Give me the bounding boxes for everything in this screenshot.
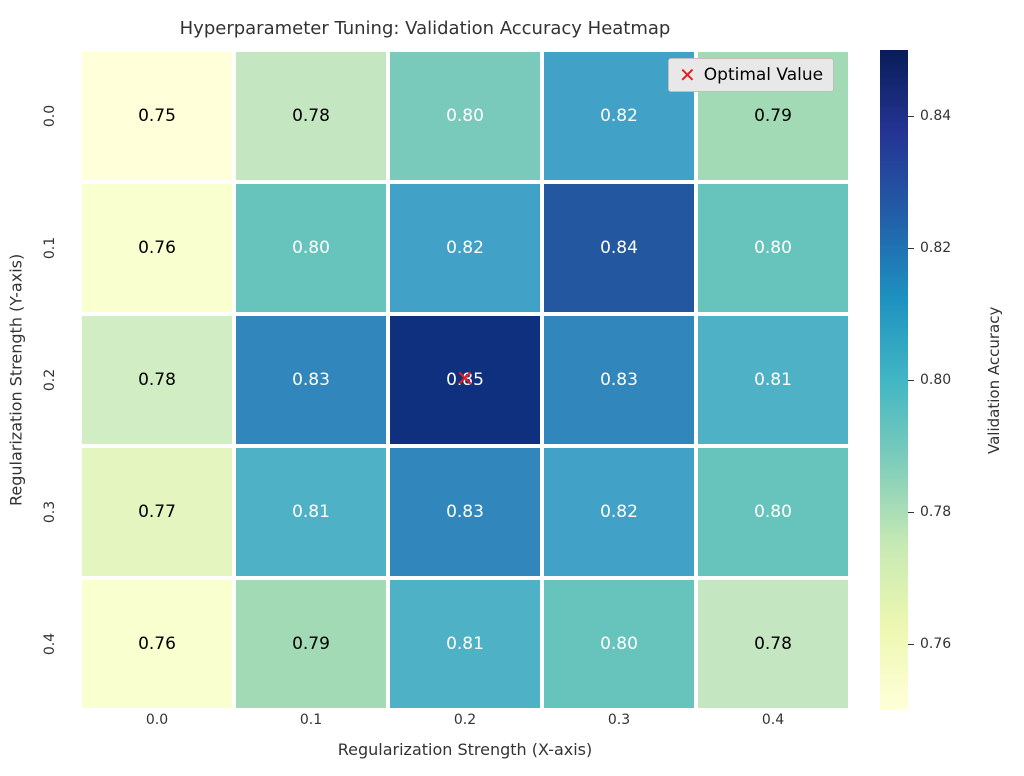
heatmap-cell: 0.81 xyxy=(388,578,542,710)
cell-value: 0.79 xyxy=(292,634,330,654)
y-axis-ticks: 0.00.10.20.30.4 xyxy=(30,50,70,710)
cell-value: 0.78 xyxy=(292,106,330,126)
heatmap-cell: 0.78 xyxy=(234,50,388,182)
cell-value: 0.81 xyxy=(292,502,330,522)
cell-value: 0.78 xyxy=(754,634,792,654)
heatmap-cell: 0.84 xyxy=(542,182,696,314)
cell-value: 0.80 xyxy=(292,238,330,258)
colorbar-tick: 0.80 xyxy=(908,372,951,388)
cell-value: 0.76 xyxy=(138,634,176,654)
cell-value: 0.76 xyxy=(138,238,176,258)
cell-value: 0.79 xyxy=(754,106,792,126)
colorbar-gradient xyxy=(880,50,908,710)
x-axis-ticks: 0.00.10.20.30.4 xyxy=(80,712,850,732)
plot-area: 0.75 0.78 0.80 0.82 0.79 0.76 0.80 0.82 0.84 0.80… xyxy=(80,50,850,710)
heatmap-cell: 0.83 xyxy=(388,446,542,578)
cell-value: 0.78 xyxy=(138,370,176,390)
cell-value: 0.83 xyxy=(446,502,484,522)
cell-value: 0.84 xyxy=(600,238,638,258)
legend-marker-x-icon: ✕ xyxy=(679,65,696,85)
heatmap-cell: 0.81 xyxy=(696,314,850,446)
colorbar-tick: 0.84 xyxy=(908,108,951,124)
colorbar-tick: 0.76 xyxy=(908,636,951,652)
x-axis-label: Regularization Strength (X-axis) xyxy=(80,740,850,759)
heatmap-cell: 0.79 xyxy=(234,578,388,710)
colorbar-tick: 0.78 xyxy=(908,504,951,520)
heatmap-cell: 0.80 xyxy=(696,446,850,578)
cell-value: 0.80 xyxy=(754,502,792,522)
colorbar-tick: 0.82 xyxy=(908,240,951,256)
cell-value: 0.83 xyxy=(292,370,330,390)
y-axis-label: Regularization Strength (Y-axis) xyxy=(6,50,26,710)
optimal-marker-x-icon: ✕ xyxy=(456,369,474,391)
colorbar-label: Validation Accuracy xyxy=(984,50,1004,710)
cell-value: 0.81 xyxy=(754,370,792,390)
heatmap-cell: 0.80 xyxy=(696,182,850,314)
x-tick: 0.3 xyxy=(542,712,696,732)
heatmap-cell: 0.81 xyxy=(234,446,388,578)
x-tick: 0.2 xyxy=(388,712,542,732)
heatmap-cell: 0.82 xyxy=(388,182,542,314)
x-tick: 0.1 xyxy=(234,712,388,732)
chart-title: Hyperparameter Tuning: Validation Accura… xyxy=(0,18,850,39)
cell-value: 0.82 xyxy=(446,238,484,258)
cell-value: 0.82 xyxy=(600,502,638,522)
heatmap-cell: 0.78 xyxy=(696,578,850,710)
cell-value: 0.82 xyxy=(600,106,638,126)
heatmap-cell: 0.83 xyxy=(542,314,696,446)
cell-value: 0.81 xyxy=(446,634,484,654)
cell-value: 0.80 xyxy=(754,238,792,258)
cell-value: 0.80 xyxy=(446,106,484,126)
heatmap-cell: 0.80 xyxy=(542,578,696,710)
heatmap-cell: 0.80 xyxy=(234,182,388,314)
legend: ✕ Optimal Value xyxy=(668,58,834,92)
colorbar-ticks: 0.76 0.78 0.80 0.82 0.84 xyxy=(908,50,968,710)
heatmap-cell: 0.80 xyxy=(388,50,542,182)
cell-value: 0.75 xyxy=(138,106,176,126)
colorbar: 0.76 0.78 0.80 0.82 0.84 Validation Accuracy xyxy=(880,50,1010,710)
heatmap-cell: 0.82 xyxy=(542,446,696,578)
legend-label: Optimal Value xyxy=(704,65,823,85)
cell-value: 0.83 xyxy=(600,370,638,390)
x-tick: 0.0 xyxy=(80,712,234,732)
heatmap-cell: 0.83 xyxy=(234,314,388,446)
x-tick: 0.4 xyxy=(696,712,850,732)
heatmap-chart: Hyperparameter Tuning: Validation Accura… xyxy=(0,0,1024,776)
cell-value: 0.77 xyxy=(138,502,176,522)
cell-value: 0.80 xyxy=(600,634,638,654)
